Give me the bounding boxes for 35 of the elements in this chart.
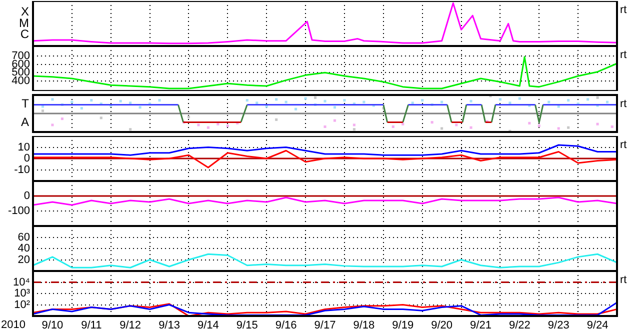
x-tick-label: 9/21 [470, 320, 492, 332]
x-tick-label: 9/22 [508, 320, 530, 332]
y2-axis-title: rt [620, 274, 627, 286]
x-axis-title: 2010 [1, 319, 26, 332]
y2-axis-title: rt [620, 139, 627, 152]
y-tick-label: 10 [18, 141, 30, 154]
y-tick-label: 10⁴ [13, 276, 30, 288]
y-tick-label: 40 [18, 242, 30, 255]
y2-axis-title: rt [620, 98, 627, 110]
y-tick-label: 60 [18, 231, 30, 244]
text: C [20, 27, 30, 42]
x-tick-label: 9/16 [275, 320, 297, 332]
y-tick-label: -10 [14, 164, 30, 176]
x-tick-label: 9/15 [236, 320, 258, 332]
y2-axis-title: rt [620, 49, 627, 62]
x-tick-label: 9/19 [392, 320, 414, 332]
x-tick-label: 9/13 [158, 320, 180, 332]
x-tick-label: 9/10 [42, 320, 64, 332]
y-tick-label: 10² [14, 298, 30, 311]
x-tick-label: 9/18 [353, 320, 375, 332]
x-tick-label: 9/23 [548, 320, 570, 332]
x-tick-label: 9/14 [197, 320, 219, 332]
y-tick-label: 0 [24, 152, 30, 165]
text: T [22, 96, 30, 111]
y-tick-label: -100 [8, 205, 30, 218]
x-tick-label: 9/17 [314, 320, 336, 332]
y-tick-label: 20 [18, 254, 30, 266]
x-tick-label: 9/11 [81, 320, 102, 332]
x-tick-label: 9/12 [120, 320, 142, 332]
y2-axis-title: rt [620, 4, 627, 16]
text: A [20, 115, 29, 130]
x-tick-label: 9/20 [431, 320, 453, 332]
x-tick-label: 9/24 [586, 320, 608, 332]
y-tick-label: 10³ [14, 288, 30, 300]
y-tick-label: 0 [24, 190, 30, 202]
